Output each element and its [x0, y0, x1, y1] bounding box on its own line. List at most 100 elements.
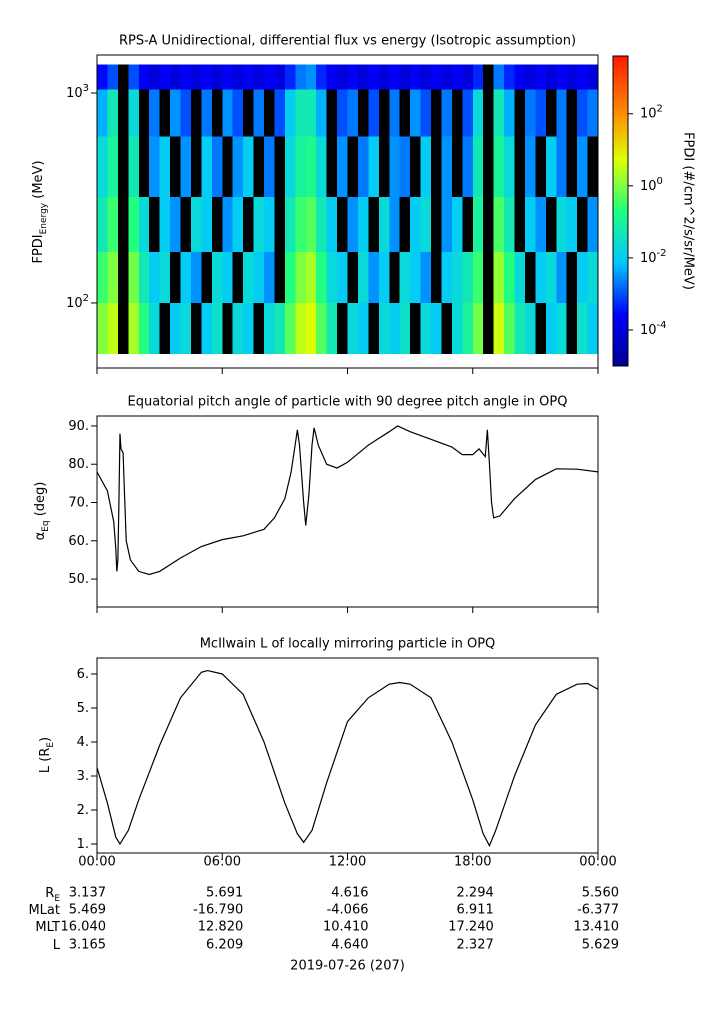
- heatmap-cell: [222, 196, 233, 252]
- y-axis-label-part: Energy: [39, 202, 49, 234]
- colorbar-tick-label-part: -4: [657, 319, 667, 330]
- heatmap-cell: [431, 64, 442, 90]
- heatmap-cell: [97, 64, 108, 90]
- heatmap-cell: [211, 64, 223, 90]
- heatmap-cell: [97, 196, 108, 252]
- heatmap-cell: [180, 64, 192, 90]
- heatmap-cell: [337, 64, 348, 90]
- heatmap-cell: [97, 251, 108, 303]
- ephemeris-value: 5.560: [582, 886, 619, 901]
- heatmap-cell: [295, 251, 307, 303]
- heatmap-cell: [566, 196, 578, 252]
- heatmap-cell: [305, 302, 317, 355]
- heatmap-cell: [441, 89, 453, 137]
- heatmap-cell: [232, 64, 244, 90]
- no-data-cell: [337, 196, 348, 252]
- heatmap-cell: [243, 251, 254, 303]
- heatmap-cell: [556, 196, 567, 252]
- heatmap-cell: [97, 89, 108, 137]
- heatmap-cell: [577, 136, 588, 197]
- ephemeris-value: -4.066: [327, 903, 369, 918]
- heatmap-cell: [180, 136, 192, 197]
- y-axis-label-part: α: [33, 532, 48, 541]
- heatmap-cell: [587, 196, 599, 252]
- heatmap-cell: [284, 64, 296, 90]
- no-data-cell: [483, 89, 494, 137]
- no-data-cell: [159, 89, 171, 137]
- heatmap-cell: [420, 136, 432, 197]
- heatmap-cell: [472, 251, 484, 303]
- colorbar-tick-label-part: 10: [640, 322, 657, 337]
- heatmap-cell: [399, 251, 411, 303]
- heatmap-cell: [410, 89, 421, 137]
- heatmap-cell: [420, 302, 432, 355]
- no-data-cell: [368, 302, 380, 355]
- ephemeris-value: 3.165: [69, 938, 106, 953]
- heatmap-cell: [170, 196, 181, 252]
- ephemeris-value: 6.209: [206, 938, 243, 953]
- heatmap-cell: [128, 196, 140, 252]
- no-data-cell: [410, 302, 421, 355]
- y-tick-label: 90.: [68, 418, 89, 433]
- y-tick-label: 70.: [68, 495, 89, 510]
- heatmap-cell: [243, 64, 254, 90]
- heatmap-cell: [368, 136, 380, 197]
- no-data-cell: [201, 251, 213, 303]
- heatmap-cell: [326, 64, 338, 90]
- heatmap-cell: [149, 136, 160, 197]
- no-data-cell: [483, 302, 494, 355]
- heatmap-cell: [451, 64, 463, 90]
- heatmap-cell: [410, 64, 421, 90]
- y-axis-label-part: (deg): [33, 482, 48, 521]
- colorbar-tick-label: 10-2: [640, 247, 667, 265]
- no-data-cell: [483, 136, 494, 197]
- no-data-cell: [587, 136, 599, 197]
- no-data-cell: [337, 302, 348, 355]
- heatmap-cell: [577, 89, 588, 137]
- heatmap-cell: [378, 196, 390, 252]
- heatmap-cell: [462, 89, 474, 137]
- heatmap-cell: [357, 196, 369, 252]
- no-data-cell: [243, 89, 254, 137]
- heatmap-cell: [190, 64, 202, 90]
- ephemeris-value: 13.410: [574, 920, 620, 935]
- heatmap-cell: [462, 64, 474, 90]
- x-tick-label: 12:00: [329, 855, 366, 870]
- x-tick-label: 00:00: [579, 855, 616, 870]
- heatmap-cell: [451, 251, 463, 303]
- no-data-cell: [535, 136, 547, 197]
- heatmap-cell: [389, 196, 400, 252]
- ephemeris-value: -6.377: [577, 903, 619, 918]
- heatmap-cell: [410, 196, 421, 252]
- no-data-cell: [232, 251, 244, 303]
- no-data-cell: [138, 89, 150, 137]
- no-data-cell: [451, 136, 463, 197]
- ephemeris-row-label-part: R: [45, 886, 54, 901]
- heatmap-cell: [472, 302, 484, 355]
- y-tick-label: 1.: [77, 836, 89, 851]
- heatmap-cell: [149, 251, 160, 303]
- heatmap-cell: [441, 136, 453, 197]
- heatmap-cell: [347, 196, 359, 252]
- no-data-cell: [399, 89, 411, 137]
- heatmap-cell: [201, 302, 213, 355]
- heatmap-cell: [493, 302, 505, 355]
- colorbar-tick-label-part: 10: [640, 250, 657, 265]
- y-tick-label-part: 5.: [77, 700, 89, 715]
- heatmap-cell: [441, 251, 453, 303]
- no-data-cell: [368, 196, 380, 252]
- no-data-cell: [211, 196, 223, 252]
- no-data-cell: [535, 302, 547, 355]
- heatmap-cell: [524, 89, 536, 137]
- no-data-cell: [378, 89, 390, 137]
- heatmap-cell: [441, 196, 453, 252]
- heatmap-cell: [253, 196, 265, 252]
- ephemeris-value: 16.040: [61, 920, 107, 935]
- no-data-cell: [462, 196, 474, 252]
- no-data-cell: [483, 64, 494, 90]
- heatmap-cell: [462, 136, 474, 197]
- heatmap-cell: [347, 89, 359, 137]
- y-tick-label: 103: [66, 82, 89, 100]
- heatmap-cell: [97, 302, 108, 355]
- heatmap-cell: [441, 64, 453, 90]
